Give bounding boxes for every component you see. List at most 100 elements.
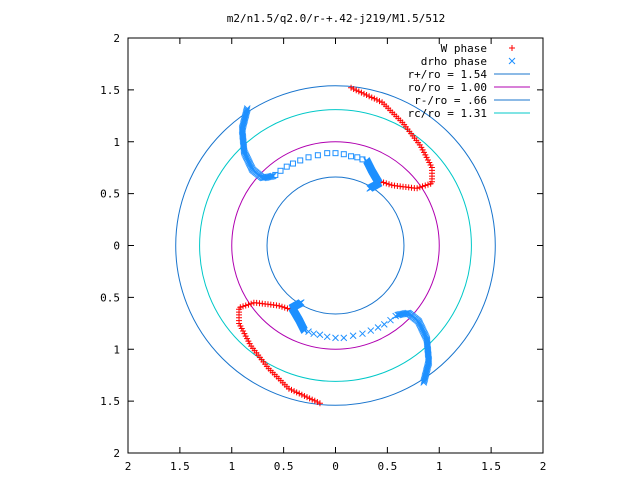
x-tick-label: 0.5 <box>377 460 397 473</box>
legend-label: W phase <box>441 42 487 55</box>
data-point <box>426 159 433 166</box>
data-point <box>332 150 339 157</box>
data-point <box>323 333 331 341</box>
data-point <box>332 334 339 342</box>
data-point <box>422 151 429 158</box>
data-point <box>311 397 318 404</box>
data-point <box>288 386 295 393</box>
circles <box>175 85 496 406</box>
data-point <box>314 152 321 159</box>
circle-r-3 <box>199 109 472 382</box>
data-point <box>376 98 383 105</box>
x-tick-label: 1.5 <box>481 460 501 473</box>
data-point <box>386 181 393 188</box>
y-tick-label: 2 <box>113 32 120 45</box>
data-point <box>314 398 321 405</box>
data-point <box>367 327 375 334</box>
data-point <box>359 156 366 163</box>
data-point <box>350 86 357 93</box>
data-point <box>348 84 355 91</box>
data-point <box>283 163 290 170</box>
data-point <box>354 154 361 161</box>
data-point <box>396 311 404 318</box>
data-point <box>244 335 251 342</box>
circle-r-2 <box>266 176 405 315</box>
data-point <box>284 305 291 312</box>
data-point <box>296 390 303 397</box>
data-point <box>245 301 252 308</box>
legend-symbol <box>509 45 515 51</box>
data-point <box>237 322 244 329</box>
x-tick-label: 1 <box>228 460 235 473</box>
data-point <box>268 172 276 180</box>
y-tick-label: 0 <box>113 240 120 253</box>
circle-r-0 <box>175 85 496 406</box>
x-tick-label: 2 <box>125 460 132 473</box>
data-point <box>316 400 323 407</box>
data-point <box>427 162 434 169</box>
series-0 <box>236 84 435 407</box>
data-point <box>278 303 285 310</box>
data-point <box>248 300 255 307</box>
data-point <box>423 336 431 344</box>
data-point <box>380 320 388 328</box>
legend-label: drho phase <box>421 55 487 68</box>
data-point <box>281 304 288 311</box>
data-point <box>277 167 284 174</box>
x-tick-label: 2 <box>540 460 547 473</box>
data-point <box>355 88 362 95</box>
data-point <box>297 299 305 306</box>
data-point <box>368 94 375 101</box>
data-point <box>309 396 316 403</box>
data-point <box>297 157 304 164</box>
data-point <box>240 303 247 310</box>
data-point <box>358 89 365 96</box>
data-point <box>419 146 426 153</box>
data-point <box>424 181 431 188</box>
y-tick-label: 0.5 <box>100 291 120 304</box>
legend-label: rc/ro = 1.31 <box>408 107 487 120</box>
data-point <box>276 302 283 309</box>
x-tick-label: 0 <box>332 460 339 473</box>
data-point <box>359 330 366 338</box>
x-tick-label: 0.5 <box>274 460 294 473</box>
axis-ticks: 2 1.5 1 0.5 0 0.5 1 1.5 221.510.500.511.52 <box>100 32 546 473</box>
data-point <box>420 149 427 156</box>
data-point <box>387 316 394 324</box>
data-point <box>424 156 431 163</box>
y-tick-label: 2 <box>113 447 120 460</box>
data-point <box>238 325 245 332</box>
data-point <box>310 330 318 338</box>
y-tick-label: 1 <box>113 136 120 149</box>
data-point <box>306 395 313 402</box>
y-tick-label: 1 <box>113 343 120 356</box>
data-point <box>293 389 300 396</box>
data-point <box>316 331 324 339</box>
data-point <box>427 180 434 187</box>
data-point <box>304 394 311 401</box>
data-point <box>245 338 252 345</box>
data-point <box>246 340 253 347</box>
data-point <box>394 311 402 319</box>
data-point <box>380 179 387 186</box>
data-point <box>240 328 247 335</box>
legend-label: r+/ro = 1.54 <box>408 68 488 81</box>
circle-r-1 <box>231 141 440 350</box>
legend-symbol <box>508 57 516 65</box>
data-point <box>237 304 244 311</box>
data-point <box>240 147 248 155</box>
y-tick-label: 1.5 <box>100 395 120 408</box>
data-point <box>419 183 426 190</box>
data-point <box>348 153 355 160</box>
data-point <box>242 333 249 340</box>
data-point <box>340 151 347 158</box>
x-tick-label: 1.5 <box>170 460 190 473</box>
data-point <box>423 154 430 161</box>
data-point <box>392 312 400 320</box>
legend-label: r-/ro = .66 <box>414 94 487 107</box>
data-point <box>242 302 249 309</box>
data-point <box>422 182 429 189</box>
legend-label: ro/ro = 1.00 <box>408 81 487 94</box>
data-point <box>273 302 280 309</box>
